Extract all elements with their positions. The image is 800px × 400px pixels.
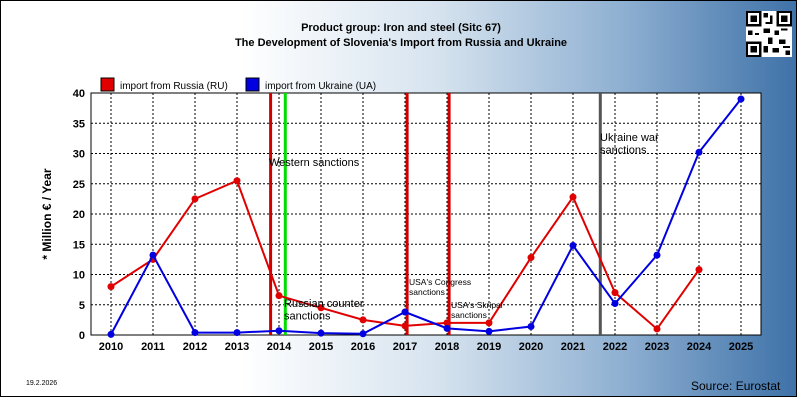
y-tick-label: 0 xyxy=(79,330,85,342)
data-point-ukraine xyxy=(611,300,619,308)
data-point-ukraine xyxy=(527,323,535,331)
data-point-ukraine xyxy=(737,95,745,103)
y-tick-label: 10 xyxy=(73,270,85,282)
x-tick-label: 2011 xyxy=(141,341,165,353)
data-point-russia xyxy=(485,319,493,327)
data-point-russia xyxy=(443,319,451,327)
x-tick-label: 2014 xyxy=(267,341,292,353)
data-point-ukraine xyxy=(317,329,325,337)
data-point-ukraine xyxy=(359,330,367,338)
x-tick-label: 2024 xyxy=(687,341,712,353)
data-point-russia xyxy=(611,289,619,297)
y-tick-label: 35 xyxy=(73,118,85,130)
x-tick-label: 2017 xyxy=(393,341,417,353)
x-tick-label: 2022 xyxy=(603,341,627,353)
plot-area xyxy=(90,92,762,336)
y-tick-label: 5 xyxy=(79,300,85,312)
data-point-ukraine xyxy=(569,241,577,249)
data-point-russia xyxy=(317,304,325,312)
data-point-ukraine xyxy=(233,329,241,337)
data-point-russia xyxy=(233,177,241,185)
data-point-russia xyxy=(527,254,535,262)
y-tick-label: 15 xyxy=(73,239,85,251)
y-tick-label: 30 xyxy=(73,149,85,161)
chart-title-line1: Product group: Iron and steel (Sitc 67) xyxy=(301,22,501,34)
x-tick-label: 2010 xyxy=(99,341,123,353)
x-tick-label: 2025 xyxy=(729,341,753,353)
legend-label-ukraine: import from Ukraine (UA) xyxy=(265,81,376,92)
data-point-ukraine xyxy=(653,251,661,259)
data-point-ukraine xyxy=(485,327,493,335)
data-point-ukraine xyxy=(695,148,703,156)
annotation-ukraine-war-sanctions: Ukraine war sanctions xyxy=(600,132,659,157)
x-tick-label: 2015 xyxy=(309,341,333,353)
legend-swatch-russia xyxy=(100,77,115,92)
x-tick-label: 2013 xyxy=(225,341,249,353)
y-tick-label: 25 xyxy=(73,179,85,191)
data-point-russia xyxy=(359,316,367,324)
y-tick-label: 40 xyxy=(73,88,85,100)
data-point-ukraine xyxy=(443,324,451,332)
data-point-russia xyxy=(275,292,283,300)
series-line-ukraine xyxy=(110,98,742,335)
y-tick-label: 20 xyxy=(73,209,85,221)
data-point-russia xyxy=(695,266,703,274)
date-stamp: 19.2.2026 xyxy=(26,380,58,387)
data-point-russia xyxy=(191,195,199,203)
data-point-russia xyxy=(569,193,577,201)
data-point-ukraine xyxy=(191,329,199,337)
data-point-ukraine xyxy=(107,330,115,338)
x-tick-label: 2021 xyxy=(561,341,585,353)
annotation-usa-congress-sanctions: USA's Congress sanctions xyxy=(409,277,471,297)
annotation-western-sanctions: Western sanctions xyxy=(269,157,360,169)
annotation-usa-skripal-sanctions: USA's Skripal sanctions xyxy=(451,300,503,320)
data-point-ukraine xyxy=(401,308,409,316)
data-point-russia xyxy=(107,283,115,291)
x-tick-label: 2019 xyxy=(477,341,501,353)
data-point-ukraine xyxy=(149,251,157,259)
data-point-ukraine xyxy=(275,327,283,335)
x-tick-label: 2023 xyxy=(645,341,669,353)
x-tick-label: 2018 xyxy=(435,341,459,353)
y-axis-label: * Million € / Year xyxy=(40,168,54,259)
source-label: Source: Eurostat xyxy=(691,379,781,393)
legend-label-russia: import from Russia (RU) xyxy=(120,81,228,92)
chart-title-line2: The Development of Slovenia's Import fro… xyxy=(234,37,568,49)
data-point-russia xyxy=(653,325,661,333)
qr-code-icon xyxy=(746,11,792,57)
x-tick-label: 2012 xyxy=(183,341,207,353)
annotation-russian-counter-sanctions: Russian counter sanctions xyxy=(284,298,364,323)
data-point-russia xyxy=(401,322,409,330)
x-tick-label: 2020 xyxy=(519,341,543,353)
x-tick-label: 2016 xyxy=(351,341,375,353)
legend-swatch-ukraine xyxy=(245,77,260,92)
